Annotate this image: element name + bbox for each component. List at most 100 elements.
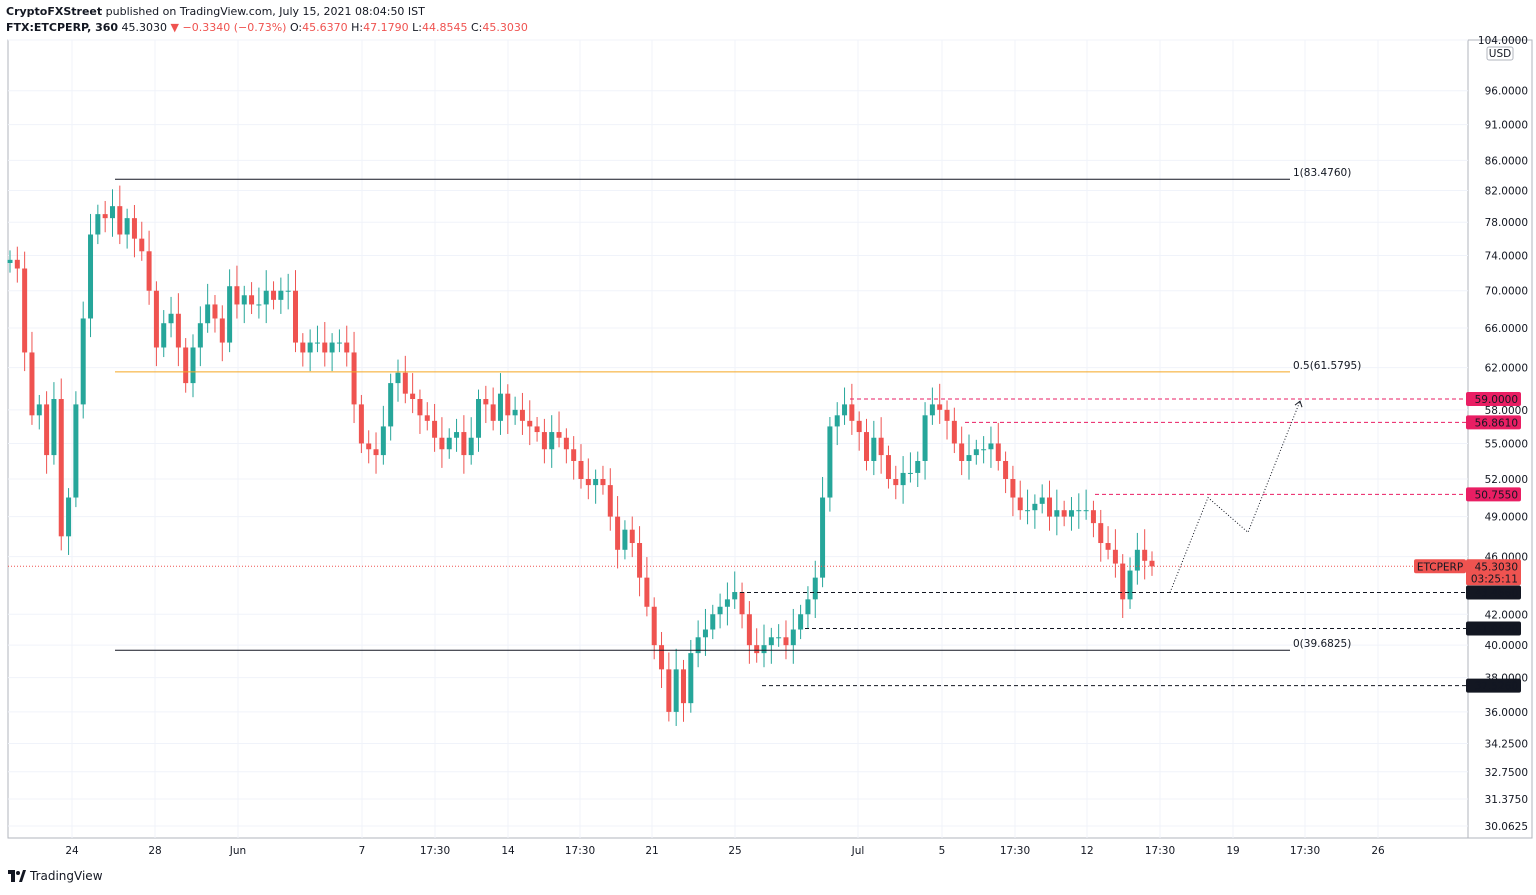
candle-body: [593, 478, 599, 486]
y-tick-label: 31.3750: [1485, 794, 1528, 806]
currency-label: USD: [1489, 48, 1511, 60]
publisher-name[interactable]: CryptoFXStreet: [6, 5, 103, 18]
y-tick-label: 34.2500: [1485, 738, 1528, 750]
candle-body: [1142, 549, 1148, 561]
candle-body: [856, 420, 862, 433]
y-tick-label: 96.0000: [1485, 86, 1528, 98]
candle-body: [278, 290, 284, 300]
candle-body: [717, 606, 723, 615]
candle-body: [417, 399, 423, 416]
candle-body: [358, 404, 364, 444]
candle-body: [454, 432, 460, 438]
candle-body: [900, 472, 906, 486]
level-badge: [1466, 415, 1521, 430]
candle-body: [637, 543, 643, 578]
y-tick-label: 70.0000: [1485, 286, 1528, 298]
x-tick-label: 12: [1080, 845, 1093, 857]
candle-body: [512, 409, 518, 416]
currency-box: [1486, 46, 1514, 61]
candle-body: [22, 268, 28, 353]
candle-body: [915, 460, 921, 473]
candle-body: [256, 304, 262, 306]
candle-body: [139, 238, 145, 252]
candle-body: [483, 399, 489, 405]
candle-body: [607, 485, 613, 517]
candle-body: [651, 606, 657, 646]
level-badge: [1466, 392, 1521, 407]
candle-body: [168, 313, 174, 324]
symbol-label[interactable]: FTX:ETCPERP, 360: [6, 21, 119, 34]
candle-body: [1120, 563, 1126, 600]
candle-body: [1149, 560, 1155, 567]
candle-body: [476, 399, 482, 438]
candle-body: [1134, 549, 1140, 571]
last-price: 45.3030: [121, 21, 168, 34]
y-tick-label: 40.0000: [1485, 640, 1528, 652]
candle-body: [234, 286, 240, 305]
y-tick-label: 86.0000: [1485, 155, 1528, 167]
candle-body: [944, 409, 950, 421]
candle-body: [249, 295, 255, 305]
candle-body: [563, 437, 569, 450]
y-tick-label: 82.0000: [1485, 186, 1528, 198]
candle-body: [175, 313, 181, 348]
candle-body: [519, 409, 525, 421]
candle-body: [864, 432, 869, 461]
level-label: 41.0690: [1475, 623, 1518, 635]
candle-body: [959, 443, 965, 461]
x-tick-label: 14: [501, 845, 515, 857]
x-tick-label: 17:30: [565, 845, 595, 857]
footer-brand[interactable]: TradingView: [30, 869, 103, 883]
x-tick-label: 26: [1371, 845, 1385, 857]
candle-body: [929, 404, 935, 416]
candle-body: [1076, 510, 1082, 512]
candle-body: [439, 437, 445, 450]
candle-body: [571, 449, 577, 461]
candle-body: [790, 629, 796, 646]
candle-body: [183, 347, 189, 384]
candle-body: [754, 645, 760, 654]
projection-arrowhead: [1294, 400, 1303, 408]
candle-body: [812, 577, 818, 600]
candle-body: [117, 206, 123, 235]
candle-body: [388, 383, 394, 427]
candle-body: [893, 478, 899, 486]
candle-body: [1061, 510, 1067, 517]
candle-body: [710, 614, 716, 630]
candle-body: [351, 352, 357, 405]
high-label: H:: [351, 21, 364, 34]
x-tick-label: 21: [645, 845, 658, 857]
candle-body: [680, 669, 686, 704]
x-tick-label: 25: [728, 845, 741, 857]
tradingview-logo-icon[interactable]: [8, 870, 26, 882]
y-tick-label: 36.0000: [1485, 707, 1528, 719]
candle-body: [58, 399, 64, 537]
price-chart[interactable]: 104.0000 96.0000 91.0000 86.0000 82.0000 78.0…: [0, 0, 1536, 865]
y-tick-label: 30.0625: [1485, 821, 1528, 833]
candle-body: [109, 206, 115, 219]
candle-body: [973, 449, 979, 456]
candle-body: [585, 478, 591, 486]
candle-body: [153, 290, 159, 348]
candle-body: [937, 404, 943, 410]
y-tick-label: 104.0000: [1478, 35, 1528, 47]
candle-body: [878, 437, 884, 456]
candle-body: [51, 399, 57, 456]
candle-body: [432, 420, 438, 438]
price-badge-countdown: 03:25:11: [1471, 573, 1518, 585]
candle-body: [197, 323, 203, 348]
candle-body: [344, 342, 350, 353]
candle-body: [366, 443, 372, 450]
candle-body: [29, 352, 35, 416]
x-tick-label: 17:30: [1000, 845, 1030, 857]
candle-body: [66, 497, 72, 537]
candle-body: [395, 372, 401, 384]
candle-body: [849, 404, 855, 421]
price-badge: [1466, 559, 1521, 586]
candle-body: [271, 290, 277, 300]
symbol-badge: [1414, 559, 1466, 574]
candle-body: [410, 393, 416, 400]
candle-body: [644, 577, 650, 607]
candle-body: [314, 342, 320, 344]
candle-body: [556, 432, 562, 438]
